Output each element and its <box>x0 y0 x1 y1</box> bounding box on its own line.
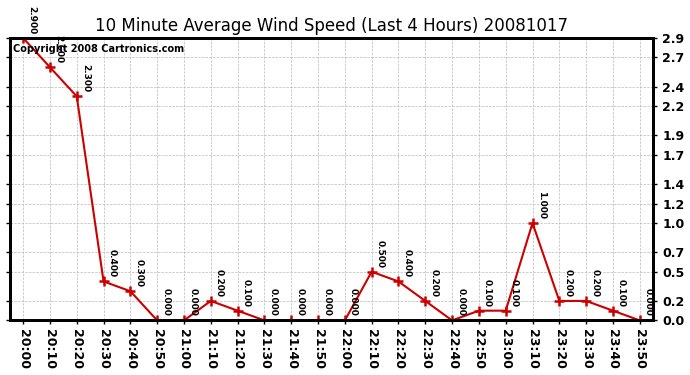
Text: 2.300: 2.300 <box>81 64 90 92</box>
Text: 0.200: 0.200 <box>591 269 600 297</box>
Text: 0.400: 0.400 <box>108 249 117 277</box>
Text: 0.100: 0.100 <box>483 279 492 306</box>
Text: 0.000: 0.000 <box>268 288 277 316</box>
Text: 0.100: 0.100 <box>510 279 519 306</box>
Text: 0.400: 0.400 <box>403 249 412 277</box>
Text: 0.000: 0.000 <box>349 288 358 316</box>
Title: 10 Minute Average Wind Speed (Last 4 Hours) 20081017: 10 Minute Average Wind Speed (Last 4 Hou… <box>95 17 568 35</box>
Text: 1.000: 1.000 <box>537 191 546 219</box>
Text: 0.000: 0.000 <box>161 288 170 316</box>
Text: 2.600: 2.600 <box>54 35 63 63</box>
Text: 0.000: 0.000 <box>456 288 465 316</box>
Text: 0.200: 0.200 <box>564 269 573 297</box>
Text: 0.500: 0.500 <box>376 240 385 267</box>
Text: 0.000: 0.000 <box>295 288 304 316</box>
Text: 0.100: 0.100 <box>617 279 626 306</box>
Text: 0.000: 0.000 <box>322 288 331 316</box>
Text: Copyright 2008 Cartronics.com: Copyright 2008 Cartronics.com <box>13 44 184 54</box>
Text: 0.100: 0.100 <box>241 279 250 306</box>
Text: 0.000: 0.000 <box>188 288 197 316</box>
Text: 0.200: 0.200 <box>215 269 224 297</box>
Text: 2.900: 2.900 <box>28 6 37 34</box>
Text: 0.200: 0.200 <box>429 269 438 297</box>
Text: 0.300: 0.300 <box>135 259 144 287</box>
Text: 0.000: 0.000 <box>644 288 653 316</box>
